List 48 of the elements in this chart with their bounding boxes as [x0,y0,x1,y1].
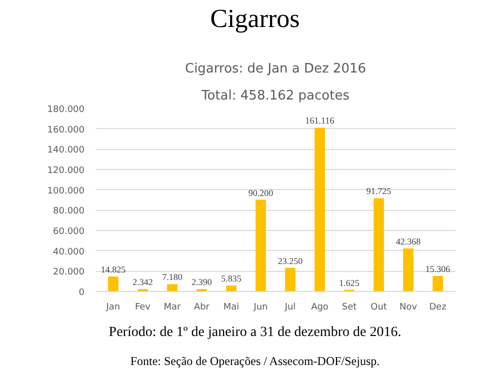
data-label: 90.200 [248,188,274,198]
x-tick-label: Mar [164,302,182,312]
bar [374,198,384,292]
data-label: 2.342 [132,277,153,288]
bar [108,276,118,292]
y-tick-label: 180.000 [47,105,85,115]
data-label: 91.725 [366,186,392,196]
x-tick-label: Dez [429,302,447,312]
x-tick-label: Ago [311,302,329,312]
y-tick-label: 120.000 [47,166,85,176]
x-tick-label: Out [370,302,388,312]
y-tick-label: 0 [78,288,85,298]
data-label: 161.116 [305,116,335,126]
bar [226,286,236,292]
bar [403,248,414,292]
source-note: Fonte: Seção de Operações / Assecom-DOF/Sejusp. [130,354,380,368]
bar [432,276,443,292]
data-label: 2.390 [192,277,212,288]
bar [314,128,325,292]
data-label: 42.368 [396,236,422,246]
x-tick-label: Abr [194,302,210,312]
x-tick-label: Nov [400,302,418,312]
x-tick-label: Jul [284,302,296,312]
y-tick-label: 60.000 [53,227,85,237]
chart-subtitle: Total: 458.162 pacotes [200,88,350,104]
data-label: 15.306 [425,264,451,274]
x-tick-label: Fev [134,302,152,312]
x-tick-label: Jun [252,302,268,312]
text: Período: de 1º de janeiro a 31 de dezembro de 2016. [108,325,402,340]
text: Cigarros [210,4,300,34]
bar [285,268,296,292]
data-label: 1.625 [339,278,360,288]
y-tick-label: 100.000 [47,186,85,196]
y-tick-label: 80.000 [53,206,85,217]
chart-title: Cigarros: de Jan a Dez 2016 [184,62,366,76]
data-label: 5.835 [221,274,242,284]
data-label: 7.180 [162,272,183,282]
bar [167,284,178,292]
data-label: 14.825 [100,264,126,274]
y-tick-label: 160.000 [47,125,85,136]
y-tick-label: 140.000 [47,146,85,156]
x-tick-label: Mai [223,302,240,312]
bar [256,200,266,292]
data-label: 23.250 [278,256,304,266]
y-tick-label: 20.000 [53,268,85,278]
y-tick-label: 40.000 [53,247,85,258]
x-tick-label: Set [342,302,358,312]
x-tick-label: Jan [105,302,120,312]
